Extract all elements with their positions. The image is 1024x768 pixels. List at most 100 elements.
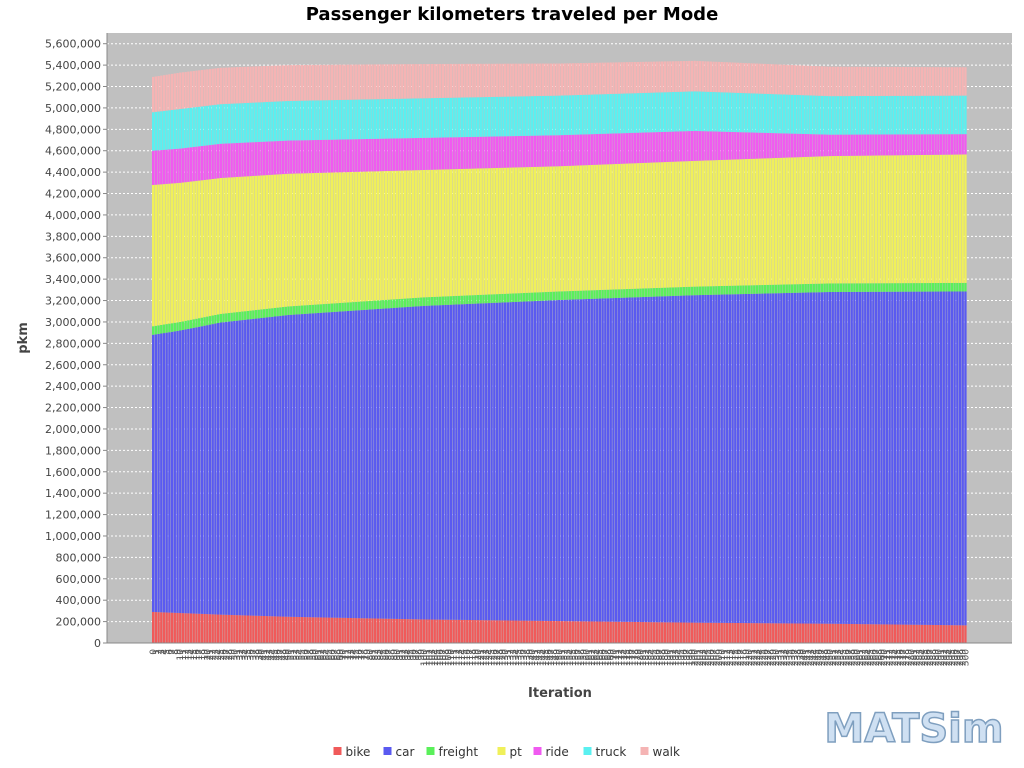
bar-pt [953, 154, 956, 283]
bar-car [474, 303, 477, 621]
bar-bike [685, 622, 688, 643]
bar-walk [950, 67, 954, 96]
bar-car [341, 311, 344, 618]
bar-truck [850, 96, 853, 135]
bar-bike [357, 618, 361, 643]
bar-truck [249, 102, 252, 143]
x-tick-label: 163 [591, 649, 601, 666]
logo-text: MATSim [824, 706, 1003, 752]
bar-bike [273, 616, 277, 643]
bar-walk [763, 63, 767, 94]
bar-walk [457, 63, 461, 98]
bar-pt [929, 154, 932, 284]
bar-pt [230, 177, 233, 313]
bar-ride [414, 138, 417, 171]
bar-ride [265, 141, 269, 176]
x-tick-label: 214 [729, 649, 739, 666]
bar-freight [539, 292, 542, 301]
bar-bike [403, 619, 407, 643]
bar-truck [525, 96, 528, 136]
bar-pt [679, 161, 683, 288]
bar-car [948, 291, 951, 626]
bar-pt [254, 175, 258, 311]
bar-ride [233, 143, 236, 178]
bar-freight [587, 290, 591, 299]
matsim-logo: MATSim [824, 705, 1005, 753]
bar-freight [690, 286, 694, 296]
bar-ride [555, 135, 558, 167]
bar-car [920, 291, 924, 625]
bar-truck [227, 103, 231, 144]
bar-freight [154, 325, 158, 335]
bar-walk [885, 66, 889, 96]
bar-car [547, 300, 550, 621]
bar-ride [279, 140, 282, 175]
bar-bike [200, 613, 204, 643]
bar-walk [625, 62, 629, 94]
bar-truck [225, 103, 228, 144]
bar-walk [598, 62, 602, 95]
x-tick-label: 209 [715, 649, 725, 666]
bar-pt [587, 165, 591, 291]
bar-car [457, 304, 461, 620]
bar-bike [463, 619, 466, 643]
bar-ride [945, 134, 948, 155]
x-tick-label: 174 [620, 649, 630, 666]
bar-truck [395, 98, 398, 139]
bar-car [225, 321, 228, 615]
bar-walk [476, 63, 480, 98]
bar-pt [338, 172, 342, 303]
bar-pt [263, 175, 266, 310]
legend-label: pt [510, 745, 523, 759]
x-tick-label: 189 [661, 649, 671, 666]
bar-car [918, 291, 921, 625]
bar-bike [628, 621, 631, 643]
bar-freight [216, 314, 220, 324]
bar-truck [154, 111, 158, 151]
bar-ride [826, 134, 829, 157]
bar-car [363, 309, 366, 619]
bar-car [847, 291, 851, 624]
bar-truck [457, 97, 461, 138]
bar-truck [736, 92, 740, 133]
bar-bike [495, 620, 499, 643]
x-tick-label: 161 [585, 649, 595, 666]
bar-pt [623, 163, 626, 290]
bar-ride [647, 132, 650, 163]
bar-freight [696, 286, 699, 296]
bar-walk [355, 64, 358, 100]
bar-ride [566, 134, 569, 166]
bar-walk [823, 66, 826, 96]
bar-ride [772, 133, 775, 159]
bar-pt [300, 173, 304, 306]
bar-pt [476, 168, 480, 295]
bar-ride [436, 137, 439, 170]
bar-truck [330, 100, 333, 140]
bar-bike [872, 624, 875, 643]
x-tick-label: 160 [582, 649, 592, 666]
bar-walk [417, 64, 420, 99]
x-tick-label: 100 [420, 649, 430, 666]
bar-truck [945, 95, 948, 135]
bar-pt [739, 159, 742, 286]
bar-walk [639, 61, 642, 94]
bar-truck [439, 97, 442, 138]
bar-ride [268, 141, 271, 175]
bar-pt [411, 170, 415, 299]
x-tick-label: 50 [285, 649, 295, 661]
bar-car [615, 297, 618, 622]
bar-car [558, 300, 561, 622]
bar-ride [476, 136, 480, 169]
bar-truck [628, 93, 631, 133]
bar-pt [355, 171, 358, 302]
bar-ride [455, 137, 458, 170]
bar-ride [198, 146, 201, 181]
bar-pt [225, 177, 228, 314]
bar-car [319, 312, 323, 618]
x-tick-label: 285 [921, 649, 931, 666]
bar-truck [268, 101, 271, 142]
bar-freight [457, 295, 461, 305]
x-tick-label: 66 [328, 649, 338, 661]
bar-truck [336, 99, 339, 140]
bar-pt [910, 155, 913, 284]
